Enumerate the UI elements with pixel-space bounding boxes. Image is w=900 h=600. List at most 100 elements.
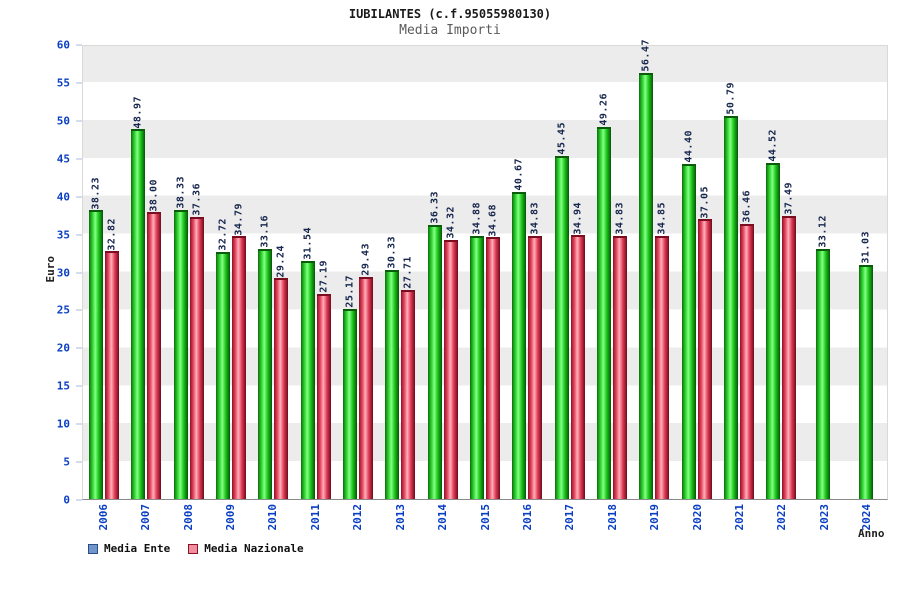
- bar-value-label: 34.85: [656, 202, 668, 235]
- bar-media-nazionale: 38.00: [147, 179, 162, 499]
- bar-media-nazionale: 34.79: [232, 203, 247, 499]
- bar-value-label: 40.67: [513, 158, 525, 191]
- year-group: 56.47 34.85: [633, 39, 675, 499]
- bar-media-nazionale: 34.32: [443, 206, 458, 499]
- x-axis-year-label: 2014: [436, 504, 450, 531]
- bar-media-ente: 32.72: [216, 218, 231, 499]
- x-axis-year-label: 2019: [648, 504, 662, 531]
- bar-value-label: 33.16: [259, 215, 271, 248]
- x-axis-year-label: 2013: [393, 504, 407, 531]
- x-axis-year-label: 2017: [563, 504, 577, 531]
- year-group: 25.17 29.43: [337, 46, 379, 499]
- x-axis-cell: 2008: [167, 504, 209, 546]
- bar-media-ente: 30.33: [385, 236, 400, 499]
- x-axis-year-label: 2008: [181, 504, 195, 531]
- year-group: 33.12: [802, 46, 844, 499]
- plot-area: 38.23 32.82 48.97 38.00 38.33 37.36 32.72 34.79…: [82, 39, 888, 500]
- x-axis-title: Anno: [858, 527, 885, 540]
- y-tick-label: 50: [56, 114, 70, 128]
- bar-media-ente: 40.67: [512, 158, 527, 499]
- legend-swatch-media-ente: [88, 543, 98, 554]
- bar-media-nazionale: 34.83: [528, 202, 543, 499]
- bar-media-ente: 31.54: [300, 227, 315, 499]
- x-axis-year-label: 2023: [817, 504, 831, 531]
- y-tick-mark: [76, 423, 82, 425]
- bar-value-label: 44.40: [683, 130, 695, 163]
- bar-value-label: 44.52: [767, 129, 779, 162]
- x-axis-cell: 2014: [421, 504, 463, 546]
- y-tick-mark: [76, 272, 82, 273]
- x-axis-cell: 2023: [803, 504, 845, 546]
- bar-media-nazionale: 32.82: [105, 218, 120, 499]
- x-axis-cell: 2019: [633, 504, 675, 546]
- bar-value-label: 27.71: [402, 256, 414, 289]
- bar-media-ente: 45.45: [554, 122, 569, 499]
- y-tick-mark: [76, 499, 82, 501]
- x-axis-cell: 2013: [379, 504, 421, 546]
- x-axis-year-label: 2015: [478, 504, 492, 531]
- x-axis-cell: 2016: [506, 504, 548, 546]
- bar-value-label: 27.19: [318, 260, 330, 293]
- x-axis-cell: 2021: [718, 504, 760, 546]
- year-group: 31.03: [845, 46, 887, 499]
- x-axis-year-label: 2006: [96, 504, 110, 531]
- year-group: 49.26 34.83: [591, 46, 633, 499]
- legend-label-media-ente: Media Ente: [104, 542, 171, 555]
- bar-media-nazionale: 29.43: [359, 243, 374, 499]
- bar-value-label: 38.33: [175, 176, 187, 209]
- bar-media-nazionale: 27.71: [401, 256, 416, 499]
- bar-value-label: 45.45: [556, 122, 568, 155]
- year-group: 36.33 34.32: [422, 46, 464, 499]
- x-axis-labels: 2006 2007 2008 2009 2010 2011 2012 2013 2014 2015…: [82, 504, 888, 546]
- bar-value-label: 29.24: [275, 244, 287, 278]
- bar-media-ente: 44.52: [766, 129, 781, 499]
- bar-media-ente: 25.17: [343, 275, 358, 499]
- y-tick-mark: [76, 82, 82, 84]
- x-axis-year-label: 2011: [308, 504, 322, 531]
- year-group: 34.88 34.68: [464, 46, 506, 499]
- x-axis-year-label: 2007: [139, 504, 153, 531]
- legend-swatch-media-nazionale: [188, 543, 199, 554]
- x-axis-year-label: 2021: [733, 504, 747, 531]
- y-tick-mark: [76, 461, 82, 463]
- x-axis-cell: 2020: [676, 504, 718, 546]
- bar-value-label: 32.82: [106, 217, 118, 251]
- y-tick-label: 35: [56, 228, 70, 242]
- year-group: 31.54 27.19: [295, 46, 337, 499]
- y-tick-label: 45: [56, 152, 70, 166]
- chart-title: IUBILANTES (c.f.95055980130): [348, 7, 552, 21]
- bar-media-ente: 31.03: [858, 231, 873, 499]
- bar-value-label: 32.72: [217, 218, 229, 251]
- y-tick-label: 5: [63, 455, 70, 469]
- bar-value-label: 38.23: [90, 176, 102, 210]
- bar-value-label: 34.68: [487, 203, 499, 237]
- bar-media-nazionale: 34.83: [612, 202, 627, 499]
- bar-value-label: 36.33: [429, 191, 441, 224]
- x-axis-year-label: 2010: [266, 504, 280, 531]
- year-group: 32.72 34.79: [210, 46, 252, 499]
- bar-media-ente: 36.33: [427, 191, 442, 499]
- bar-media-nazionale: 34.68: [485, 204, 500, 499]
- y-tick-label: 55: [56, 76, 70, 90]
- y-tick-mark: [76, 347, 82, 349]
- bar-value-label: 38.00: [148, 178, 160, 212]
- year-group: 45.45 34.94: [548, 46, 590, 499]
- x-axis-year-label: 2020: [690, 504, 704, 531]
- x-axis-year-label: 2022: [775, 504, 789, 531]
- y-tick-mark: [76, 234, 82, 236]
- year-group: 50.79 36.46: [718, 46, 760, 499]
- y-tick-label: 10: [56, 417, 70, 431]
- x-axis-cell: 2015: [464, 504, 506, 546]
- year-group: 48.97 38.00: [125, 46, 167, 499]
- y-tick-mark: [76, 120, 82, 122]
- bar-media-ente: 48.97: [131, 96, 146, 499]
- bar-media-nazionale: 27.19: [316, 260, 331, 499]
- x-axis-year-label: 2018: [605, 504, 619, 531]
- bar-value-label: 33.12: [817, 215, 829, 248]
- year-group: 30.33 27.71: [379, 46, 421, 499]
- bar-value-label: 34.88: [471, 202, 483, 235]
- y-tick-mark: [76, 158, 82, 160]
- bar-media-ente: 50.79: [723, 82, 738, 499]
- bar-value-label: 34.32: [445, 206, 457, 239]
- bar-value-label: 37.36: [191, 183, 203, 216]
